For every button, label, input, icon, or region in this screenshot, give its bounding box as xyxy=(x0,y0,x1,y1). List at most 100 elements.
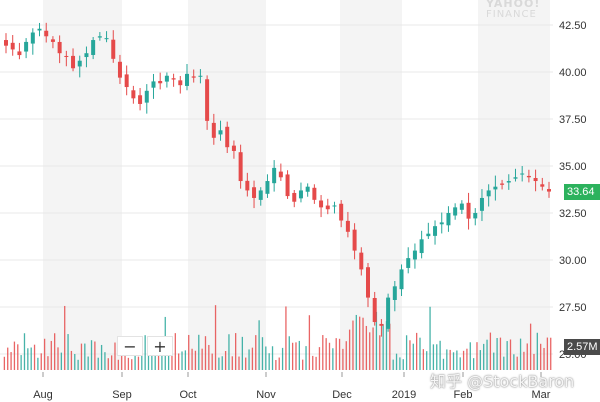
month-shade-1 xyxy=(188,0,266,370)
volume-bar xyxy=(184,350,187,370)
volume-bar xyxy=(37,357,39,370)
volume-bar xyxy=(436,344,438,370)
volume-bar xyxy=(54,333,56,370)
volume-bar xyxy=(208,344,210,370)
x-tick-label: Nov xyxy=(256,389,276,401)
volume-bar xyxy=(17,344,19,370)
candle-body xyxy=(453,207,458,216)
candle-body xyxy=(325,205,330,210)
volume-bar xyxy=(365,325,368,370)
volume-bar xyxy=(154,347,156,370)
volume-bar xyxy=(275,359,277,370)
volume-bar xyxy=(13,341,16,370)
candle-body xyxy=(151,81,156,88)
volume-bar xyxy=(288,336,290,370)
volume-bar xyxy=(74,353,76,370)
volume-bar xyxy=(218,357,220,370)
y-tick-label: 27.50 xyxy=(559,302,587,314)
price-candles xyxy=(4,22,551,337)
candle-body xyxy=(359,252,364,270)
volume-bar xyxy=(110,355,113,370)
candle-body xyxy=(104,38,109,40)
candle-body xyxy=(191,76,196,78)
volume-bar xyxy=(198,334,200,370)
candle-body xyxy=(164,75,169,82)
volume-bar xyxy=(308,315,311,370)
month-shade-2 xyxy=(340,0,402,370)
candle-body xyxy=(406,258,411,268)
volume-bar xyxy=(124,352,126,370)
volume-bar xyxy=(372,327,374,370)
candle-body xyxy=(493,186,498,190)
volume-bar xyxy=(302,359,304,370)
volume-bar xyxy=(147,346,150,370)
x-tick-label: Mar xyxy=(532,389,551,401)
x-tick-label: Feb xyxy=(454,389,473,401)
volume-bar xyxy=(312,355,314,370)
volume-bar xyxy=(499,337,502,370)
zoom-in-button[interactable]: + xyxy=(147,336,173,356)
candle-body xyxy=(419,239,424,254)
volume-bar xyxy=(382,324,384,370)
candle-body xyxy=(252,187,257,198)
candle-body xyxy=(506,181,511,183)
candle-body xyxy=(131,90,136,99)
month-shade-3 xyxy=(478,0,550,370)
volume-bar xyxy=(191,348,193,370)
volume-bar xyxy=(181,351,183,370)
candle-body xyxy=(171,78,176,80)
volume-bar xyxy=(459,357,461,370)
candle-body xyxy=(111,39,116,59)
volume-bar xyxy=(174,333,176,370)
volume-bar xyxy=(335,338,337,370)
volume-bar xyxy=(251,347,254,370)
volume-bar xyxy=(201,348,203,370)
volume-bar xyxy=(466,348,468,370)
candle-body xyxy=(392,286,397,300)
candle-body xyxy=(500,183,505,185)
volume-bar xyxy=(90,340,93,370)
volume-bar xyxy=(523,351,525,370)
candle-body xyxy=(258,190,263,200)
volume-bar xyxy=(268,353,270,370)
candle-body xyxy=(513,177,518,179)
volume-bar xyxy=(211,353,213,370)
volume-bar xyxy=(20,355,22,370)
candle-body xyxy=(231,145,236,151)
volume-bar xyxy=(131,359,133,370)
volume-bar xyxy=(489,332,492,370)
volume-bar xyxy=(171,351,173,370)
logo-line-2: FINANCE xyxy=(486,9,537,20)
volume-bar xyxy=(516,356,518,370)
volume-bar xyxy=(204,336,207,370)
volume-bar xyxy=(332,348,334,370)
candle-body xyxy=(345,220,350,232)
volume-bar xyxy=(412,343,414,370)
volume-bar xyxy=(295,342,297,370)
volume-bar xyxy=(479,350,481,370)
volume-bar xyxy=(543,347,545,370)
volume-bar xyxy=(503,356,505,370)
candle-body xyxy=(24,41,29,52)
volume-bar xyxy=(496,337,498,370)
volume-bar xyxy=(228,334,230,370)
volume-bar xyxy=(33,344,36,370)
volume-bar xyxy=(281,347,284,370)
volume-bar xyxy=(442,358,445,370)
candle-body xyxy=(225,126,230,148)
volume-bar xyxy=(322,335,324,370)
volume-bar xyxy=(40,353,42,370)
volume-bar xyxy=(10,352,12,370)
candle-body xyxy=(540,184,545,187)
volume-bar xyxy=(117,359,119,370)
volume-bar xyxy=(70,350,73,370)
volume-bar xyxy=(80,343,83,370)
volume-bar xyxy=(271,346,274,370)
volume-bar xyxy=(30,347,32,370)
volume-bar xyxy=(43,338,46,370)
volume-bar xyxy=(550,337,552,370)
candle-body xyxy=(178,80,183,86)
month-shade-0 xyxy=(43,0,122,370)
zoom-out-button[interactable]: − xyxy=(117,336,143,356)
